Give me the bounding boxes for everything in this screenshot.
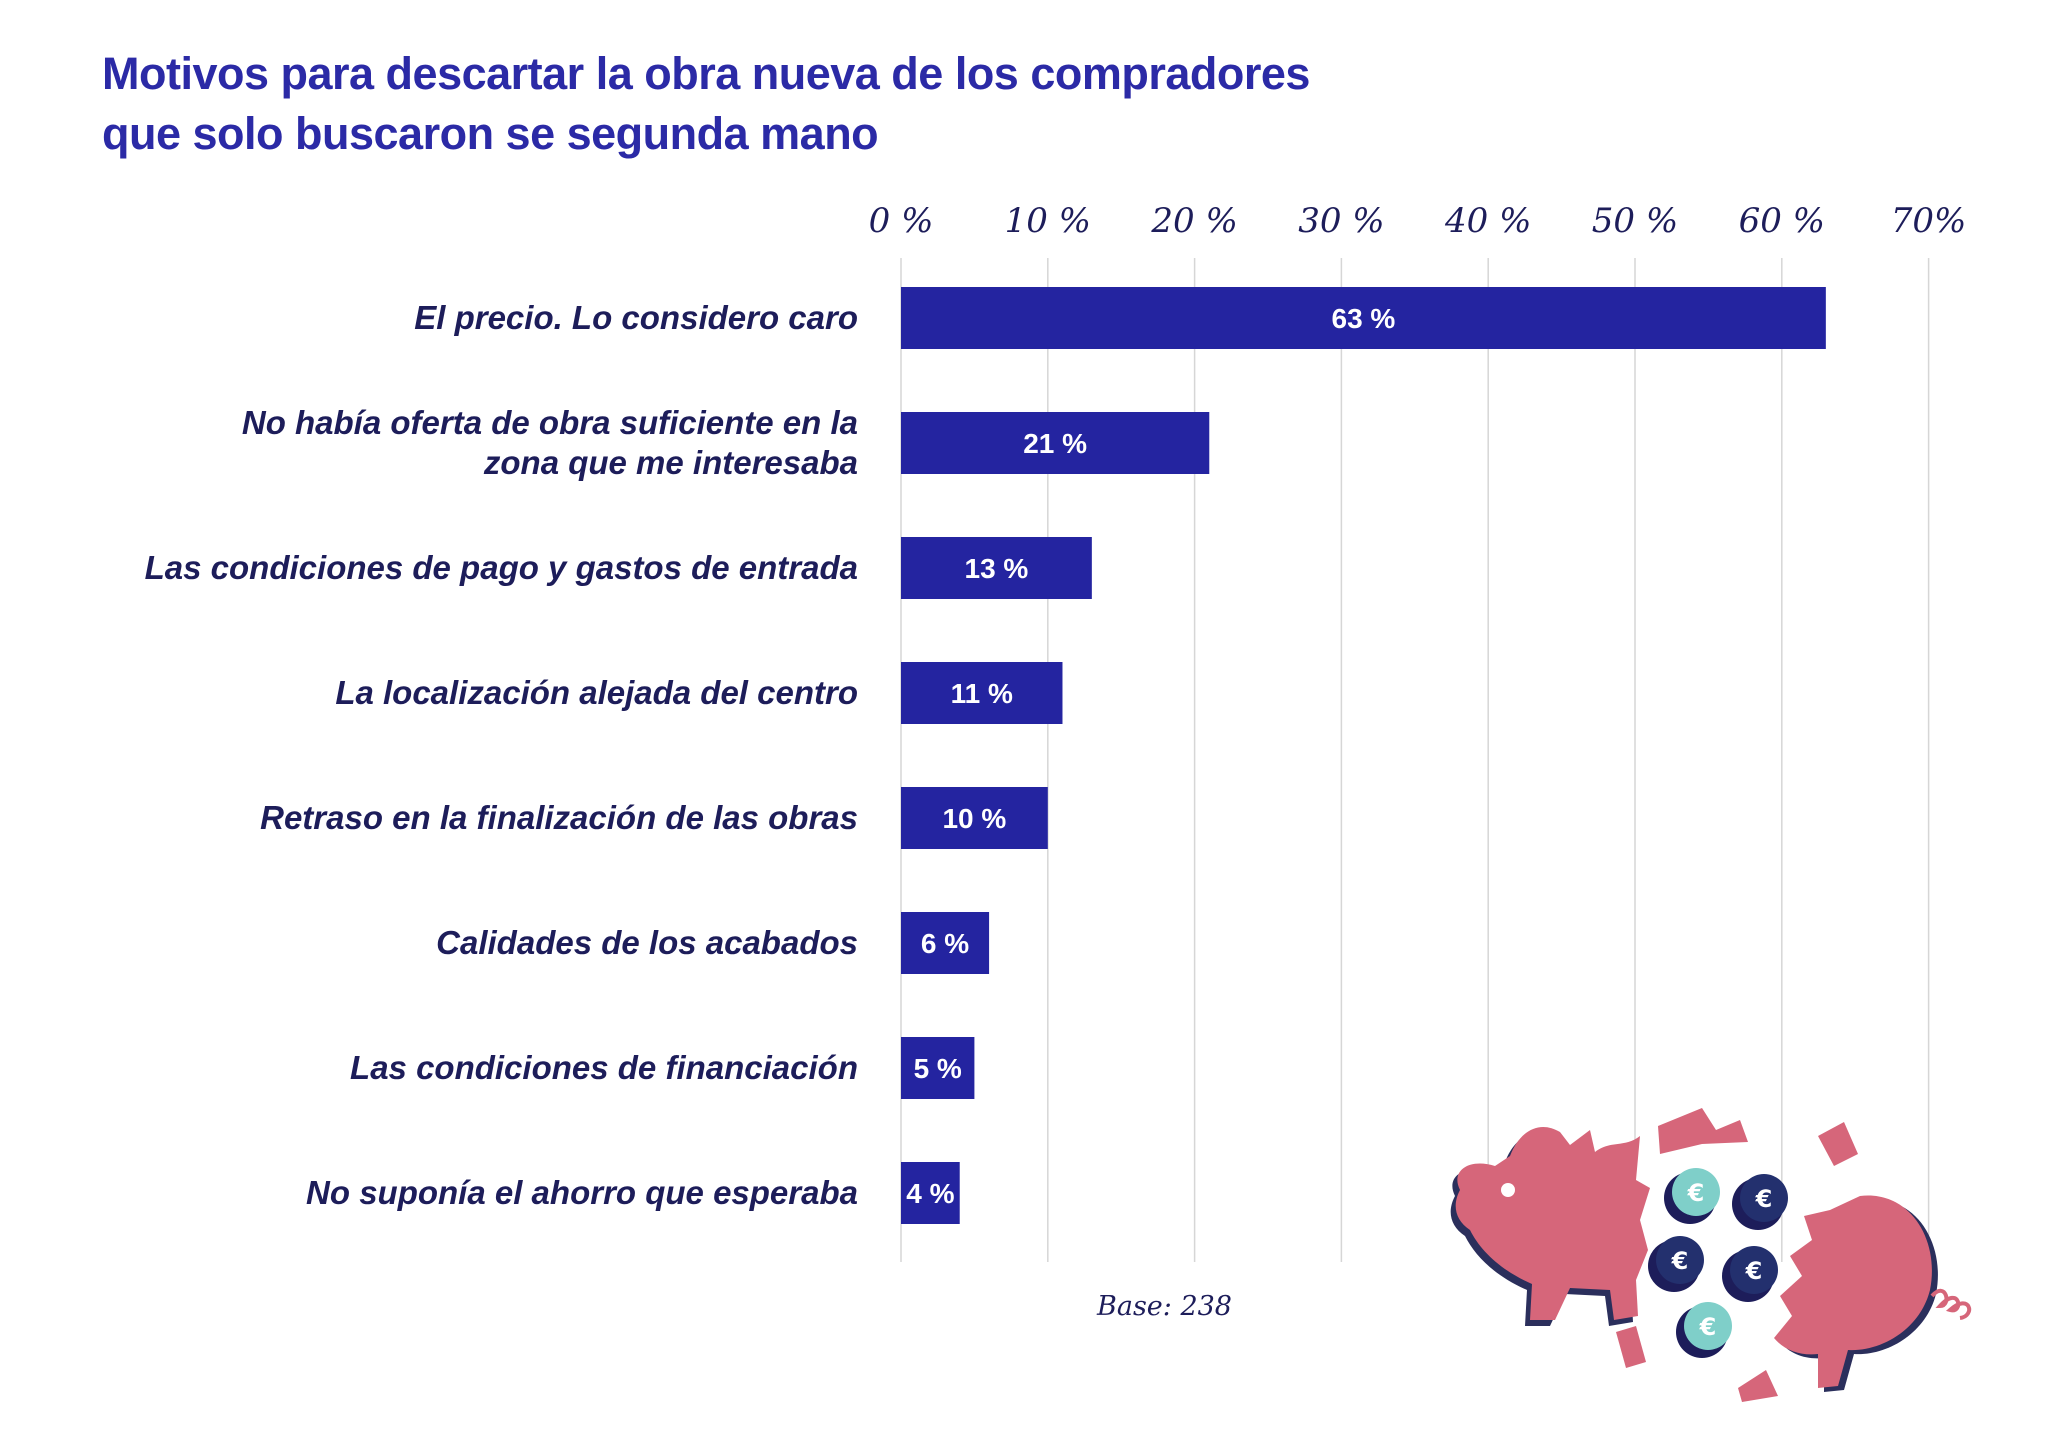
bar: [901, 287, 1826, 349]
category-label: No suponía el ahorro que esperaba: [306, 1174, 858, 1211]
category-label: Retraso en la finalización de las obras: [260, 799, 858, 836]
coin-icon-dark-3: €: [1722, 1246, 1778, 1302]
category-label-line: Calidades de los acabados: [436, 924, 858, 961]
coin-icon-dark-1: €: [1732, 1174, 1788, 1230]
bar: [901, 1037, 975, 1099]
x-tick-label: 60 %: [1739, 201, 1825, 241]
category-label-line: El precio. Lo considero caro: [414, 299, 858, 336]
base-note: Base: 238: [1097, 1291, 1232, 1322]
value-label: 4 %: [906, 1178, 954, 1209]
category-label-line: Las condiciones de pago y gastos de entr…: [145, 549, 858, 586]
category-label: No había oferta de obra suficiente en la…: [242, 404, 858, 481]
piggy-left-half: [1450, 1126, 1650, 1326]
chart-title-line-1: Motivos para descartar la obra nueva de …: [102, 48, 1310, 99]
category-label-line: No suponía el ahorro que esperaba: [306, 1174, 858, 1211]
chart-title: Motivos para descartar la obra nueva de …: [102, 44, 1502, 164]
category-label-line: Las condiciones de financiación: [350, 1049, 858, 1086]
bar: [901, 1162, 960, 1224]
x-tick-label: 20 %: [1150, 201, 1237, 241]
svg-text:€: €: [1671, 1247, 1689, 1275]
svg-text:€: €: [1745, 1257, 1763, 1285]
value-label: 63 %: [1332, 303, 1396, 334]
category-label: La localización alejada del centro: [335, 674, 858, 711]
coin-icon-teal-1: €: [1664, 1168, 1720, 1224]
chart-title-line-2: que solo buscaron se segunda mano: [102, 108, 879, 159]
x-tick-label: 70%: [1891, 201, 1967, 241]
value-label: 10 %: [942, 803, 1006, 834]
piggy-right-half: [1774, 1195, 1971, 1392]
broken-piggy-bank-illustration: € € € € €: [1450, 1108, 1971, 1402]
coin-icon-teal-2: €: [1676, 1302, 1732, 1358]
x-tick-label: 30 %: [1298, 201, 1384, 241]
category-label-line: zona que me interesaba: [483, 444, 858, 481]
svg-text:€: €: [1699, 1313, 1717, 1341]
value-label: 21 %: [1023, 428, 1087, 459]
bar: [901, 662, 1063, 724]
bar: [901, 537, 1092, 599]
category-label: Las condiciones de pago y gastos de entr…: [145, 549, 858, 586]
x-tick-label: 10 %: [1005, 201, 1091, 241]
bar: [901, 912, 990, 974]
bar: [901, 787, 1048, 849]
piggy-shards: [1616, 1108, 1858, 1402]
category-label-line: No había oferta de obra suficiente en la: [242, 404, 858, 441]
value-label: 13 %: [965, 553, 1029, 584]
category-label: Las condiciones de financiación: [350, 1049, 858, 1086]
category-label: Calidades de los acabados: [436, 924, 858, 961]
value-label: 6 %: [921, 928, 969, 959]
category-label-line: La localización alejada del centro: [335, 674, 858, 711]
x-tick-label: 50 %: [1592, 201, 1678, 241]
svg-text:€: €: [1687, 1179, 1705, 1207]
coin-icon-dark-2: €: [1648, 1236, 1704, 1292]
value-label: 11 %: [951, 678, 1013, 709]
category-label: El precio. Lo considero caro: [414, 299, 858, 336]
category-label-line: Retraso en la finalización de las obras: [260, 799, 858, 836]
value-label: 5 %: [914, 1053, 962, 1084]
bar: [901, 412, 1210, 474]
x-tick-label: 40 %: [1444, 201, 1531, 241]
svg-text:€: €: [1755, 1185, 1773, 1213]
x-tick-label: 0 %: [869, 201, 934, 241]
